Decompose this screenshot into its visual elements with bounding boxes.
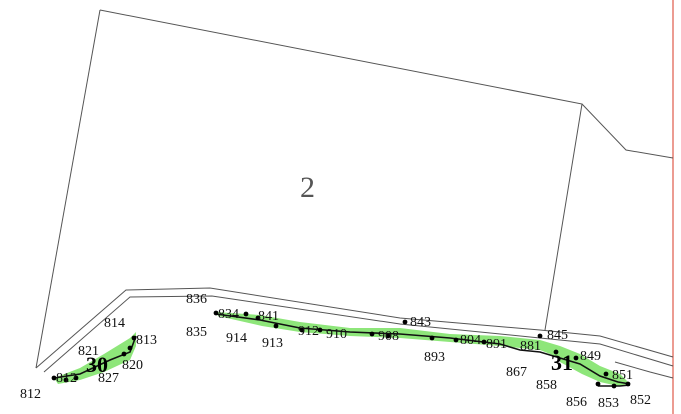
survey-point [51, 375, 57, 381]
point-label: 912 [298, 324, 319, 339]
survey-point [402, 319, 408, 325]
point-label: 836 [186, 292, 207, 307]
point-label: 827 [98, 371, 119, 386]
point-label: 891 [486, 337, 507, 352]
point-label: 835 [186, 325, 207, 340]
survey-point [553, 349, 559, 355]
survey-points [51, 310, 631, 389]
point-label: 867 [506, 365, 527, 380]
survey-point [611, 383, 617, 389]
survey-point [595, 381, 601, 387]
survey-point [429, 335, 435, 341]
point-label: 853 [598, 396, 619, 411]
survey-point [63, 377, 69, 383]
survey-point [273, 323, 279, 329]
point-label: 821 [78, 344, 99, 359]
survey-point [213, 310, 219, 316]
point-label: 841 [258, 309, 279, 324]
point-label: 812 [56, 371, 77, 386]
point-label: 849 [580, 349, 601, 364]
survey-point [299, 327, 305, 333]
survey-point [385, 333, 391, 339]
road-edge-lower [614, 361, 674, 379]
road-edge-outer [35, 287, 674, 369]
point-label: 858 [536, 378, 557, 393]
zone-label-30: 30 [86, 352, 108, 377]
survey-point [127, 345, 133, 351]
point-label: 910 [326, 327, 347, 342]
point-label: 813 [136, 333, 157, 348]
survey-point [603, 371, 609, 377]
survey-point [73, 375, 79, 381]
point-label: 856 [566, 395, 587, 410]
survey-point [317, 327, 323, 333]
point-label: 881 [520, 339, 541, 354]
point-label: 820 [122, 358, 143, 373]
road-edge-inner [43, 295, 674, 373]
point-label: 893 [424, 350, 445, 365]
survey-point [573, 355, 579, 361]
survey-point [369, 331, 375, 337]
survey-point [537, 333, 543, 339]
point-label: 834 [218, 307, 239, 322]
parcel-boundary [99, 9, 583, 331]
point-label: 908 [378, 329, 399, 344]
point-label: 804 [460, 333, 481, 348]
point-labels: 812 812 827 821 820 814 813 836 834 841 … [20, 292, 651, 411]
point-label: 843 [410, 315, 431, 330]
parcel-boundary-left [35, 9, 101, 369]
survey-point [625, 381, 631, 387]
point-label: 814 [104, 316, 125, 331]
zone-label-31: 31 [551, 350, 573, 375]
survey-point [131, 335, 137, 341]
point-label: 913 [262, 336, 283, 351]
strip-line-30 [53, 335, 137, 379]
point-label: 852 [630, 393, 651, 408]
survey-point [481, 339, 487, 345]
parcel-label: 2 [300, 171, 315, 204]
point-label: 851 [612, 368, 633, 383]
survey-point [453, 337, 459, 343]
neighbor-boundary-right [581, 103, 674, 159]
strip-line-31 [559, 357, 631, 385]
survey-point [255, 315, 261, 321]
point-label: 914 [226, 331, 247, 346]
point-label: 812 [20, 387, 41, 402]
strip-zone-31 [560, 346, 630, 386]
survey-point [121, 351, 127, 357]
strip-line-main [215, 313, 561, 359]
strip-zone-30 [54, 332, 136, 384]
point-label: 845 [547, 328, 568, 343]
survey-point [243, 311, 249, 317]
